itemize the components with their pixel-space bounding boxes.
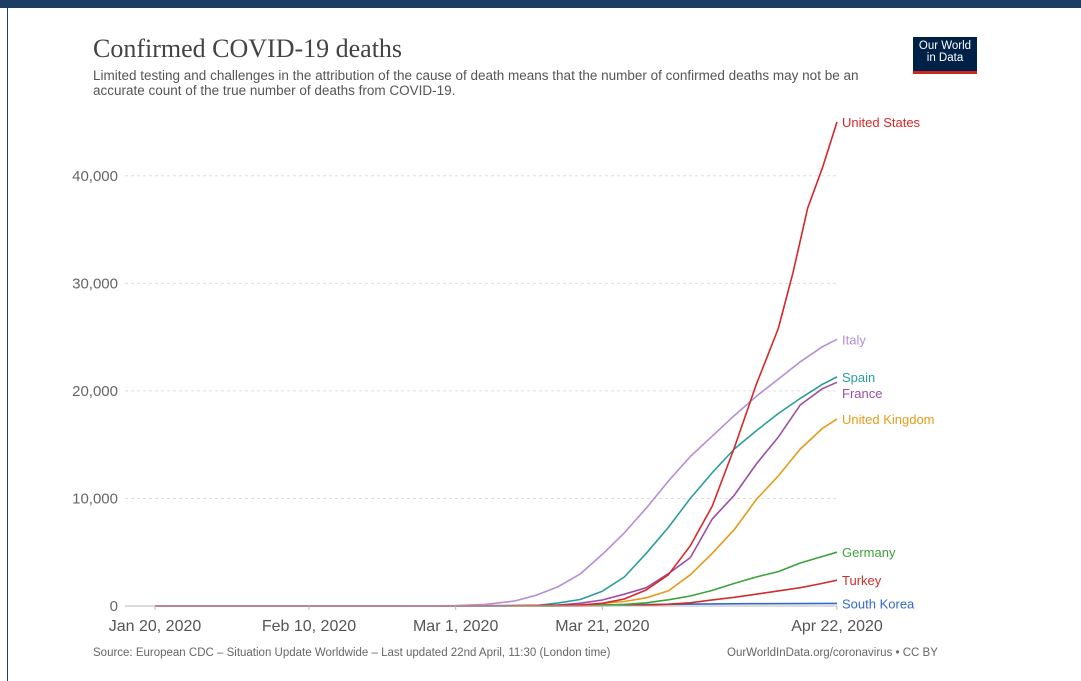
y-tick-label: 40,000	[72, 168, 118, 185]
chart-subtitle: Limited testing and challenges in the at…	[93, 68, 859, 98]
gridlines	[125, 175, 837, 499]
y-tick-label: 30,000	[72, 275, 118, 292]
series-label-italy: Italy	[842, 332, 866, 347]
x-tick-label: Mar 1, 2020	[413, 618, 498, 635]
top-bar	[0, 0, 1081, 8]
x-tick-label: Apr 22, 2020	[791, 618, 883, 635]
series-label-germany: Germany	[842, 545, 896, 560]
series-line-italy	[155, 338, 838, 607]
y-tick-label: 20,000	[72, 383, 118, 400]
y-tick-label: 0	[110, 598, 118, 615]
license-link[interactable]: OurWorldInData.org/coronavirus • CC BY	[727, 647, 938, 659]
logo-line-2: in Data	[926, 52, 964, 64]
series-label-turkey: Turkey	[842, 573, 882, 588]
logo-line-1: Our World	[918, 40, 972, 52]
series-line-spain	[155, 376, 838, 607]
series-line-united-states	[155, 121, 838, 607]
series-label-united-states: United States	[842, 115, 921, 130]
x-tick-label: Feb 10, 2020	[262, 618, 356, 635]
series-label-france: France	[842, 386, 882, 401]
series-lines	[155, 121, 838, 607]
x-tick-label: Jan 20, 2020	[109, 618, 202, 635]
source-note: Source: European CDC – Situation Update …	[93, 647, 611, 659]
owid-logo[interactable]: Our World in Data	[913, 37, 977, 74]
x-tick-label: Mar 21, 2020	[555, 618, 649, 635]
series-label-spain: Spain	[842, 370, 875, 385]
series-label-south-korea: South Korea	[842, 596, 915, 611]
chart-title: Confirmed COVID-19 deaths	[93, 34, 403, 63]
y-tick-label: 10,000	[72, 490, 118, 507]
left-border	[7, 8, 8, 681]
series-label-united-kingdom: United Kingdom	[842, 412, 935, 427]
axes: 0 10,000 20,000 30,000 40,000 Jan 20, 2020 Feb…	[72, 168, 883, 635]
